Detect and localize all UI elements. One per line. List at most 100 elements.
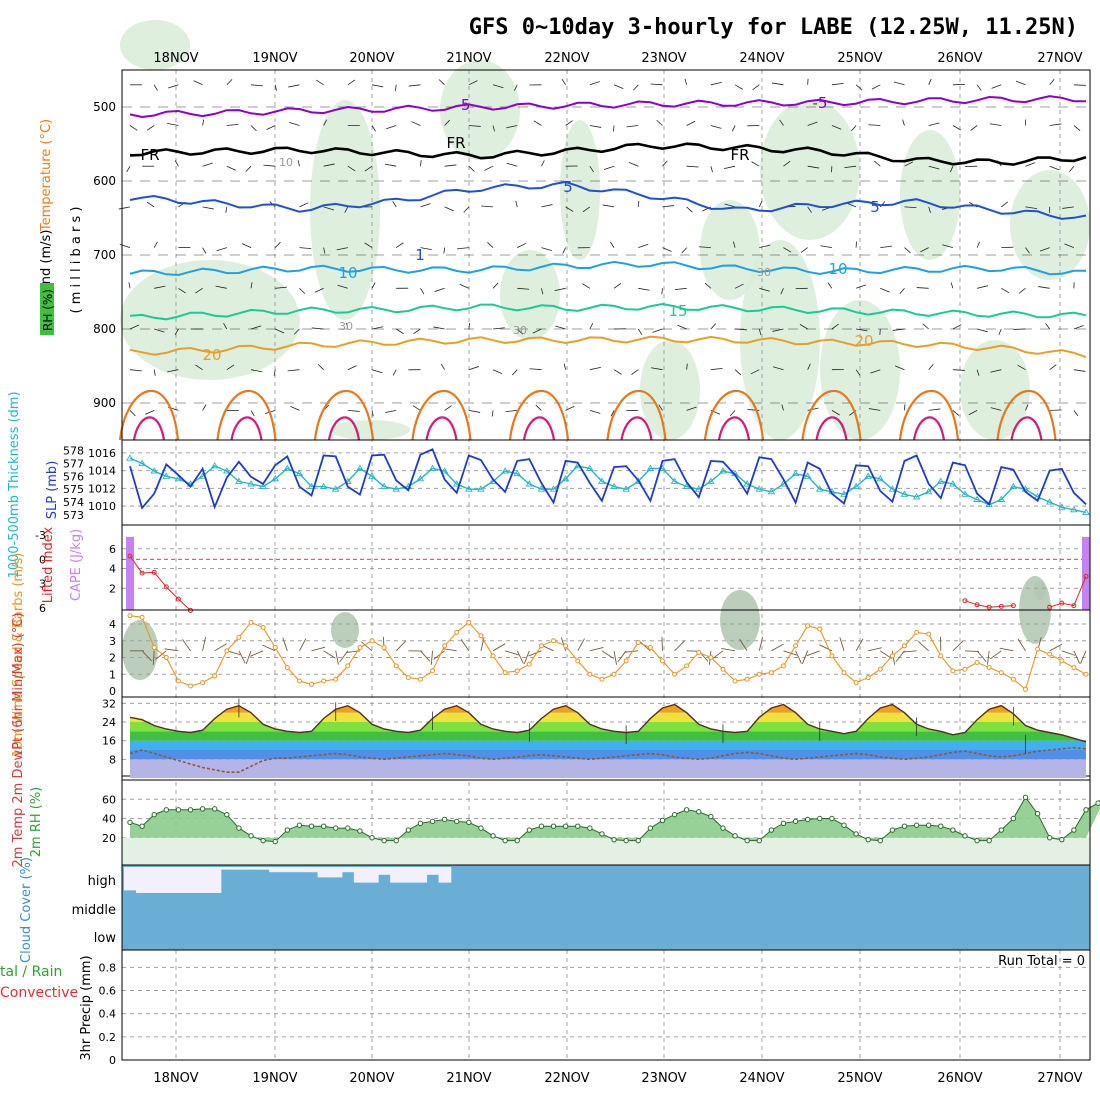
cape-tick-label: 2 [109,582,116,595]
wind-barb [413,328,421,335]
isotherm-30-lobe [717,416,751,441]
wind-barb [392,200,397,208]
wind10m-barb [420,650,431,662]
wind-barb [468,366,480,371]
wind10m-barb [917,641,929,652]
thickness-point [803,472,812,479]
cloud-high-clear [341,867,355,873]
rh2m-point [502,837,508,844]
wind10m-point [1035,646,1041,652]
wind-barb [347,79,356,86]
rh2m-point [357,828,363,834]
wind-barb [371,84,384,88]
wind-barb [686,206,693,213]
rh-saturated-area-4 [1034,580,1046,600]
wind-barb [226,123,239,126]
wind-barb [513,84,518,91]
day-label-top: 20NOV [349,51,394,66]
wind10m-barb [964,650,979,653]
wind-barb [562,247,567,254]
lifted-point [1083,573,1089,579]
wind10m-point [611,671,617,677]
wind-barb [952,369,965,371]
wind10m-point [175,678,181,684]
wind-barb [916,287,929,289]
contour-label: 5 [563,178,573,196]
wind-barb [952,410,960,416]
wind-barb [438,79,445,86]
day-label-top: 27NOV [1037,51,1082,66]
rh2m-point [865,836,871,843]
wind-barb [831,323,839,330]
wind-barb [732,125,736,132]
thickness-tick-label: 577 [63,457,84,470]
rh2m-point [671,811,678,818]
contour-label: 10 [338,264,357,282]
cloud-high-clear [414,867,428,883]
wind-barb [533,120,542,126]
wind-barb [799,324,808,330]
rh2m-point [199,806,206,812]
wind-barb [733,241,736,248]
rh2m-point [139,823,145,829]
lifted-point [163,584,169,590]
cloud-high-clear [365,867,379,883]
wind10m-point [986,665,992,671]
cloud-high-clear [378,867,391,875]
day-label-bottom: 27NOV [1037,1071,1082,1086]
wind10m-point [393,663,399,669]
lifted-tick-label: 3 [39,578,46,591]
wind-barb [126,166,131,173]
wind-barb [950,166,954,173]
wind-barb [928,165,940,170]
precip-tick-label: 0.2 [99,1031,117,1044]
wind10m-barb [783,650,797,656]
chart-title: GFS 0~10day 3-hourly for LABE (12.25W, 1… [469,15,1078,40]
wind10m-point [877,666,883,672]
wind10m-barb [839,637,845,651]
thickness-point [428,464,437,471]
wind-barb [942,244,953,248]
wind10m-point [780,663,786,669]
thickness-point [331,485,340,492]
wind-barb [385,410,397,414]
rh2m-point [804,816,811,823]
contour-label: FR [140,146,159,164]
wind-barb [174,328,179,335]
rh2m-point [925,822,932,828]
cloud-high-clear [244,867,258,870]
wind-barb [347,165,356,172]
thickness-point [912,493,921,500]
rh2m-point [248,833,254,839]
wind10m-point [817,626,823,632]
temp-band-3 [130,731,1086,741]
wind10m-point [151,644,157,650]
wind-barb [511,369,518,376]
wind-barb [710,166,713,173]
wind10m-barb [1080,650,1087,664]
contour-label: 1 [415,246,425,264]
wind-barb [215,285,227,289]
rh-moist-area-11 [960,340,1030,440]
wind-barb [371,410,374,417]
wind-barb [952,324,962,330]
rh2m-point [333,825,339,831]
panel-frame-pr [121,949,1091,1061]
wind10m-barb [1061,650,1076,656]
cloud-high-clear [208,867,222,893]
isotherm-30-lobe [815,416,848,441]
wind10m-point [381,644,387,650]
wind10m-barb [430,650,433,665]
wind-barb [323,119,328,126]
rh-moist-area-5 [560,120,600,260]
wind-barb [1062,206,1074,209]
slp-tick-label: 1014 [88,465,116,478]
wind-barb [444,119,450,126]
thickness-point [682,482,691,490]
wind-barb [1038,286,1050,289]
wind-barb [904,247,911,254]
wind-barb [734,369,742,376]
isotherm-25-lobe [216,390,277,441]
wind-barb [444,164,457,167]
wind-barb [565,120,573,126]
